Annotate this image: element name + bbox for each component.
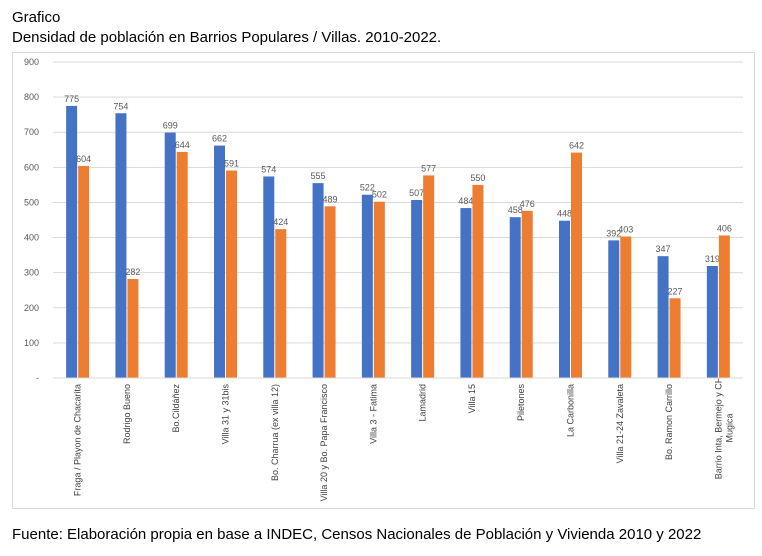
- y-tick-label: 600: [24, 162, 39, 172]
- bar: [275, 229, 287, 378]
- data-label: 392: [606, 228, 621, 238]
- y-tick-label: 400: [24, 233, 39, 243]
- data-label: 644: [175, 140, 190, 150]
- bar: [66, 105, 78, 378]
- bar: [718, 235, 730, 378]
- data-label: 406: [717, 223, 732, 233]
- bar: [460, 208, 472, 378]
- source-note: Fuente: Elaboración propia en base a IND…: [12, 526, 702, 543]
- data-label: 502: [372, 190, 387, 200]
- x-tick-label: Villa 21-24 Zavaleta: [615, 384, 625, 463]
- bar: [324, 206, 336, 378]
- data-label: 484: [458, 196, 473, 206]
- data-label: 642: [569, 141, 584, 151]
- x-tick-label: Barrio Inta, Bermejo y CHMugica: [713, 377, 734, 480]
- y-tick-label: 200: [24, 303, 39, 313]
- bar: [571, 152, 582, 378]
- x-tick-label: Villa 20 y Bo. Papa Francisco: [319, 384, 329, 501]
- data-label: 458: [508, 205, 523, 215]
- x-tick-label: Fraga / Playon de Chacarita: [73, 384, 83, 496]
- bar: [620, 236, 632, 378]
- bar: [411, 199, 423, 378]
- y-tick-label: 300: [24, 268, 39, 278]
- data-label: 662: [212, 134, 227, 144]
- data-label: 550: [470, 173, 485, 183]
- bar: [669, 298, 681, 378]
- x-tick-label: Piletones: [516, 384, 526, 422]
- bar: [472, 184, 484, 378]
- chart-title: Densidad de población en Barrios Popular…: [12, 29, 442, 46]
- bar: [373, 201, 385, 378]
- data-label: 574: [261, 164, 276, 174]
- data-label: 591: [224, 158, 239, 168]
- bar: [263, 176, 275, 378]
- bar: [521, 210, 533, 378]
- chart-area: - 100 200 300 400 500 600 700 800 900 775 604 Fraga …: [12, 52, 755, 509]
- data-label: 476: [520, 199, 535, 209]
- data-label: 754: [113, 101, 128, 111]
- data-label: 699: [163, 121, 178, 131]
- x-tick-label: La Carbonilla: [566, 384, 576, 437]
- data-label: 448: [557, 209, 572, 219]
- bar: [706, 265, 718, 378]
- bar: [164, 132, 176, 378]
- bar: [214, 145, 225, 378]
- chart-heading: Grafico Densidad de población en Barrios…: [12, 8, 441, 48]
- x-tick-label: Bo. Charrua (ex villa 12): [270, 384, 280, 481]
- data-label: 507: [409, 188, 424, 198]
- bar: [423, 175, 435, 378]
- data-label: 319: [705, 254, 720, 264]
- bar: [312, 183, 324, 378]
- y-tick-label: 100: [24, 338, 39, 348]
- bar: [509, 217, 521, 378]
- bar-chart: - 100 200 300 400 500 600 700 800 900 775 604 Fraga …: [24, 57, 743, 501]
- bar: [559, 220, 570, 378]
- y-tick-label: 900: [24, 57, 39, 67]
- y-tick-label: 800: [24, 92, 39, 102]
- data-label: 577: [421, 163, 436, 173]
- data-label: 347: [656, 244, 671, 254]
- x-tick-label: Villa 31 y 31bis: [221, 384, 231, 445]
- data-label: 403: [618, 225, 633, 235]
- y-tick-label: -: [36, 373, 39, 383]
- data-label: 775: [64, 94, 79, 104]
- bar: [361, 194, 373, 378]
- data-label: 227: [668, 286, 683, 296]
- x-tick-label: Villa 15: [467, 384, 477, 413]
- bar: [657, 256, 669, 378]
- x-tick-label: Bo.Cildáñez: [171, 384, 181, 433]
- data-label: 522: [360, 183, 375, 193]
- y-tick-label: 500: [24, 197, 39, 207]
- data-label: 604: [76, 154, 91, 164]
- x-tick-label: Bo. Ramon Carrillo: [664, 384, 674, 460]
- x-tick-label: Lamadrid: [418, 384, 428, 422]
- bar: [176, 151, 188, 378]
- data-label: 424: [273, 217, 288, 227]
- bar: [115, 113, 127, 379]
- data-label: 489: [323, 194, 338, 204]
- y-tick-label: 700: [24, 127, 39, 137]
- x-tick-label: Rodrigo Bueno: [122, 384, 132, 444]
- figure-label: Grafico: [12, 9, 61, 26]
- bar: [608, 240, 620, 378]
- data-label: 555: [311, 171, 326, 181]
- x-tick-label: Villa 3 - Fatima: [368, 384, 378, 444]
- bar: [226, 170, 237, 378]
- bar: [78, 165, 90, 378]
- bar: [127, 278, 139, 378]
- data-label: 282: [125, 267, 140, 277]
